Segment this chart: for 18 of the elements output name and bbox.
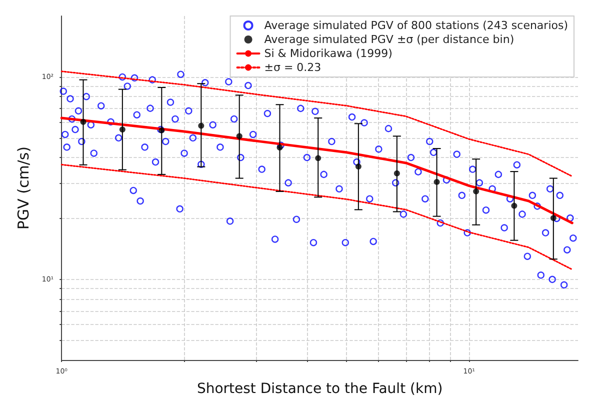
point [473, 188, 480, 194]
point [550, 215, 556, 222]
legend-label: Si & Midorikawa (1999) [264, 47, 392, 60]
point [198, 122, 204, 129]
y-axis-title: PGV (cm/s) [14, 146, 32, 230]
legend-label: ±σ = 0.23 [264, 61, 322, 74]
x-axis-title: Shortest Distance to the Fault (km) [196, 381, 443, 397]
point [276, 144, 283, 151]
point [355, 164, 362, 170]
point [236, 133, 242, 140]
point [80, 118, 86, 125]
legend-label: Average simulated PGV of 800 stations (243 scenarios) [264, 19, 568, 32]
point [511, 202, 518, 209]
point [315, 155, 322, 162]
point [394, 170, 400, 176]
point [119, 126, 126, 133]
point [434, 178, 440, 185]
legend-label: Average simulated PGV ±σ (per distance bin) [264, 33, 514, 46]
